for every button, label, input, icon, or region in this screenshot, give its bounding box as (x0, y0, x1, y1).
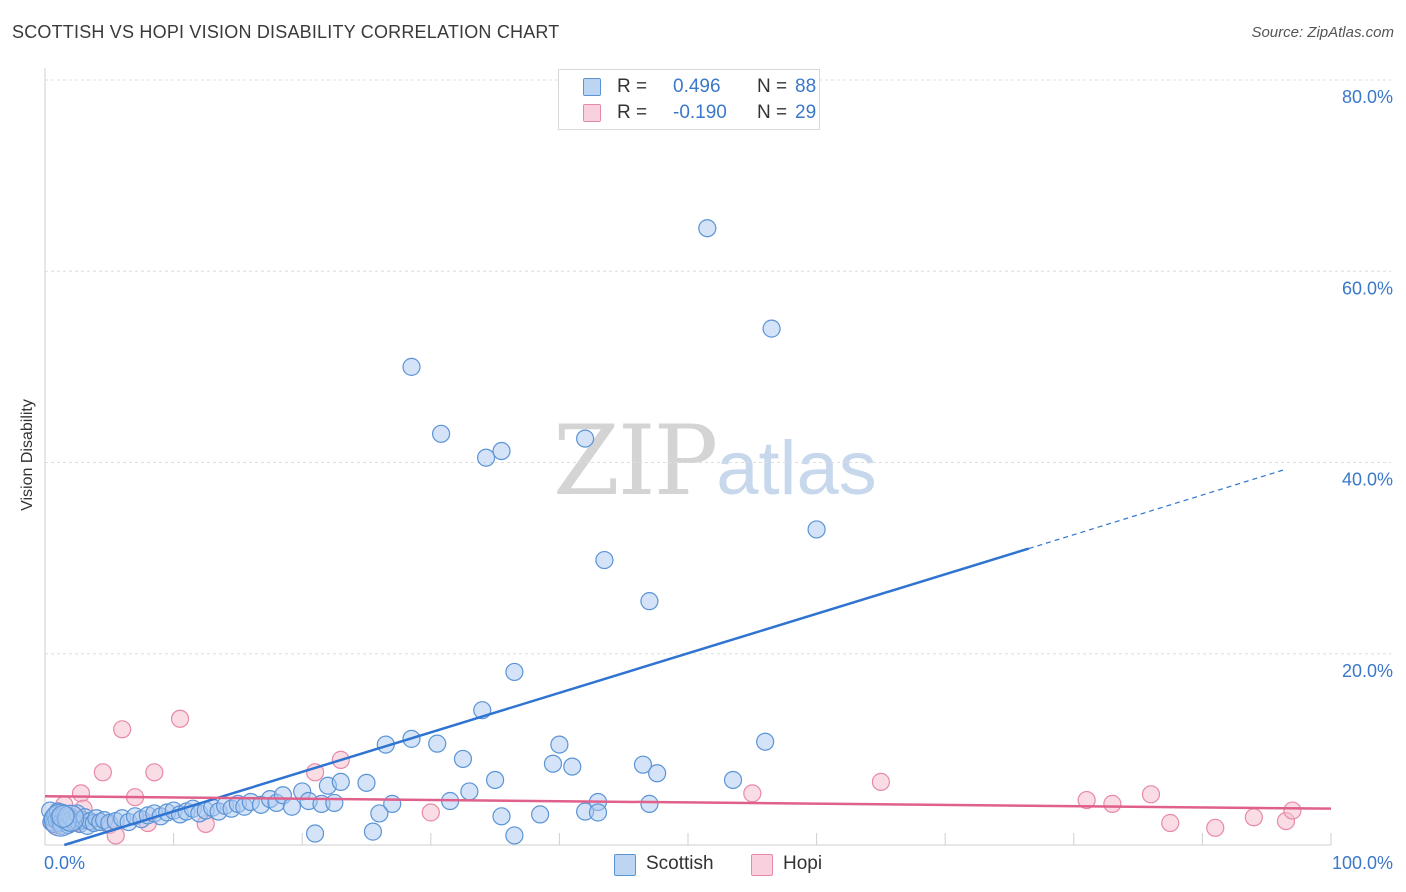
scottish-point (453, 749, 473, 769)
scottish-point (428, 734, 447, 753)
hopi-point (1161, 813, 1180, 833)
hopi-point (1283, 801, 1302, 820)
scottish-point (698, 219, 717, 238)
chart-title: SCOTTISH VS HOPI VISION DISABILITY CORRE… (12, 22, 560, 42)
scottish-point (486, 770, 505, 790)
scottish-point (576, 429, 595, 448)
scottish-trend-extension (1028, 468, 1287, 550)
scottish-point (640, 794, 659, 813)
hopi-legend-swatch (751, 854, 773, 876)
hopi-point (170, 709, 190, 728)
hopi-point (421, 803, 440, 822)
scottish-n-label: N = (757, 76, 788, 97)
hopi-point (71, 784, 91, 803)
hopi-trend-line (44, 794, 1332, 810)
scottish-point (357, 773, 376, 792)
scottish-point (492, 441, 511, 461)
y-tick-label: 40.0% (1342, 470, 1393, 490)
scottish-point (492, 807, 511, 826)
scottish-point (595, 550, 614, 570)
hopi-point (93, 763, 112, 782)
scottish-point (476, 448, 496, 467)
source-label: Source: ZipAtlas.com (1251, 24, 1394, 41)
scottish-point (505, 826, 524, 845)
watermark: ZIPatlas (553, 405, 877, 517)
scottish-point (723, 770, 743, 790)
watermark-atlas: atlas (716, 426, 877, 511)
watermark-zip: ZIP (553, 405, 718, 517)
scottish-cluster-point (51, 804, 75, 828)
hopi-point (145, 763, 164, 782)
scottish-point (756, 732, 775, 751)
scottish-point (431, 424, 451, 443)
hopi-r-label: R = (617, 102, 648, 123)
hopi-point (1206, 818, 1225, 837)
scottish-point (807, 520, 826, 539)
scottish-swatch (583, 78, 601, 96)
y-tick-label: 80.0% (1342, 87, 1393, 107)
scottish-point (563, 757, 582, 776)
scottish-point (282, 797, 302, 816)
hopi-point (113, 720, 132, 739)
scottish-point (325, 793, 344, 813)
hopi-swatch (583, 104, 601, 122)
x-tick-label-min: 0.0% (44, 853, 85, 873)
scottish-r-label: R = (617, 76, 648, 97)
scottish-point (550, 735, 569, 754)
hopi-point (743, 784, 762, 803)
x-tick-label-max: 100.0% (1332, 853, 1393, 873)
scottish-trend-line (63, 547, 1030, 847)
scottish-point (402, 357, 421, 376)
scottish-point (588, 803, 608, 822)
scottish-legend-label: Scottish (646, 853, 714, 874)
y-tick-label: 60.0% (1342, 278, 1393, 298)
scottish-legend-swatch (614, 854, 636, 876)
hopi-point (1244, 808, 1263, 827)
scottish-point (531, 805, 550, 824)
correlation-legend: R = 0.496 N = 88 R = -0.190 N = 29 (558, 69, 820, 130)
scottish-point (460, 782, 479, 801)
scottish-n-value: 88 (795, 76, 817, 97)
scottish-point (331, 772, 350, 791)
y-tick-label: 20.0% (1342, 661, 1393, 681)
scottish-point (762, 319, 781, 338)
scottish-point (305, 824, 325, 843)
scottish-point (505, 662, 524, 682)
scottish-point (640, 592, 659, 611)
hopi-point (1077, 790, 1096, 810)
scottish-cluster-point (57, 804, 85, 832)
hopi-point (1103, 794, 1122, 813)
scottish-point (370, 804, 389, 823)
hopi-n-label: N = (757, 102, 788, 123)
hopi-point (871, 772, 891, 791)
scottish-point (633, 755, 653, 774)
scottish-r-value: 0.496 (673, 76, 721, 97)
scottish-point (363, 822, 383, 841)
scottish-point (648, 764, 667, 783)
hopi-n-value: 29 (795, 102, 817, 123)
scottish-point (543, 754, 563, 773)
hopi-legend-label: Hopi (783, 853, 823, 874)
hopi-point (1141, 785, 1161, 804)
hopi-r-value: -0.190 (673, 102, 727, 123)
